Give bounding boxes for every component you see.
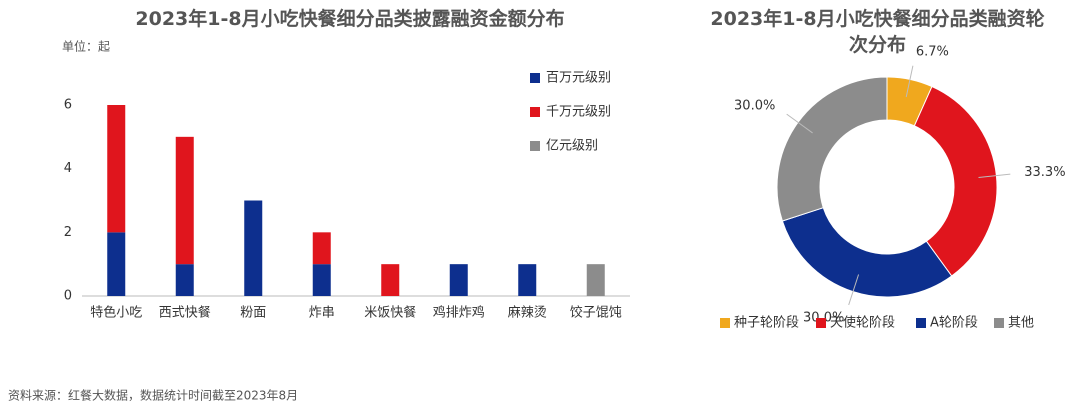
- bar-segment: [107, 232, 126, 296]
- legend-swatch: [530, 141, 540, 151]
- x-tick-label: 麻辣烫: [508, 306, 547, 321]
- donut-title: 2023年1-8月小吃快餐细分品类融资轮次分布: [710, 8, 1045, 56]
- y-tick-label: 2: [64, 225, 72, 240]
- bar-segment: [518, 264, 537, 296]
- legend-label: 种子轮阶段: [734, 316, 799, 331]
- legend-swatch: [816, 318, 826, 328]
- x-tick-label: 炸串: [309, 306, 335, 321]
- x-tick-label: 粉面: [240, 306, 266, 321]
- legend-swatch: [994, 318, 1004, 328]
- y-unit: 单位：起: [62, 39, 110, 54]
- data-label: 33.3%: [1024, 165, 1065, 180]
- x-tick-label: 鸡排炸鸡: [433, 305, 485, 321]
- legend-label: 其他: [1008, 316, 1034, 331]
- bar-segment: [175, 136, 194, 265]
- bar-segment: [381, 264, 400, 296]
- data-label: 30.0%: [734, 98, 775, 113]
- donut-slice: [913, 85, 998, 277]
- x-tick-label: 西式快餐: [159, 305, 211, 321]
- legend-swatch: [720, 318, 730, 328]
- leader-line: [978, 173, 1011, 178]
- legend-label: 千万元级别: [546, 105, 611, 120]
- legend-swatch: [530, 107, 540, 117]
- legend-swatch: [530, 73, 540, 83]
- legend-label: 百万元级别: [546, 71, 611, 86]
- x-tick-label: 米饭快餐: [364, 305, 416, 321]
- y-tick-label: 0: [64, 289, 72, 304]
- x-tick-label: 饺子馄饨: [570, 306, 622, 321]
- legend-label: A轮阶段: [930, 316, 978, 331]
- donut-slice: [776, 76, 888, 222]
- bar-segment: [107, 105, 126, 233]
- legend-label: 亿元级别: [546, 139, 598, 154]
- legend-label: 天使轮阶段: [830, 315, 895, 331]
- leader-line: [786, 113, 813, 134]
- leader-line: [848, 274, 860, 306]
- y-tick-label: 4: [64, 161, 72, 176]
- source: 资料来源：红餐大数据，数据统计时间截至2023年8月: [8, 388, 298, 403]
- bar-segment: [175, 264, 194, 296]
- donut-slice: [781, 207, 953, 298]
- leader-line: [905, 65, 914, 98]
- bar-segment: [449, 264, 468, 296]
- legend-swatch: [916, 318, 926, 328]
- bar-segment: [586, 264, 605, 296]
- bar-title: 2023年1-8月小吃快餐细分品类披露融资金额分布: [135, 8, 565, 30]
- bar-segment: [312, 232, 331, 265]
- bar-segment: [244, 200, 263, 296]
- y-tick-label: 6: [64, 98, 72, 113]
- data-label: 6.7%: [916, 45, 949, 60]
- x-tick-label: 特色小吃: [90, 305, 142, 321]
- bar-segment: [312, 264, 331, 296]
